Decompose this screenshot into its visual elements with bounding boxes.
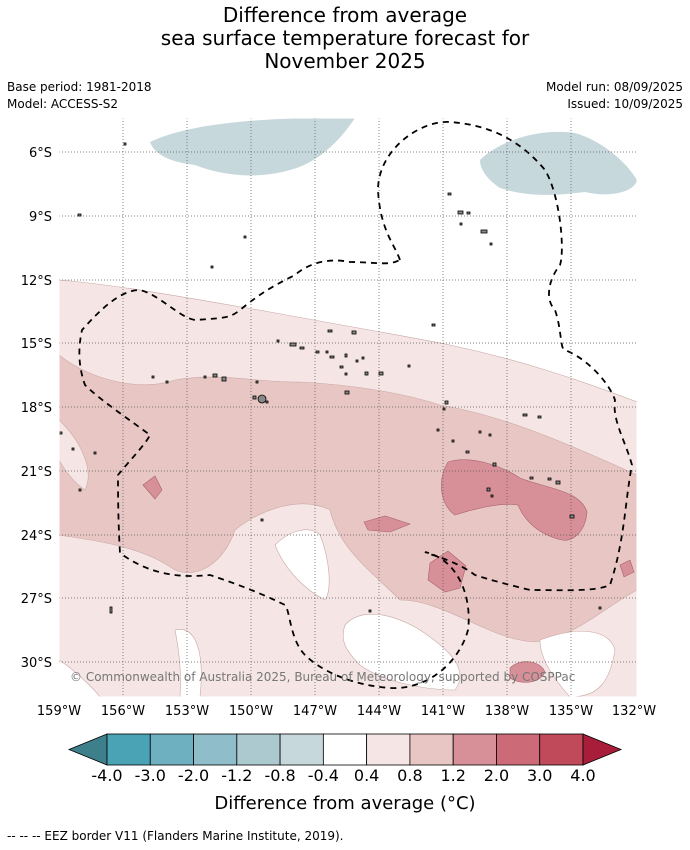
lon-label: 153°W [165,704,209,719]
colorbar-segment [149,733,194,766]
title-line-3: November 2025 [264,49,426,73]
meta-right: Model run: 08/09/2025 Issued: 10/09/2025 [546,79,683,113]
issued-date: Issued: 10/09/2025 [567,97,683,111]
map-frame [58,117,638,698]
meta-left: Base period: 1981-2018 Model: ACCESS-S2 [7,79,152,113]
colorbar-tick-label: -4.0 [91,766,123,785]
colorbar-segment [236,733,281,766]
map-area [59,118,637,697]
anomaly-region-1.2-2.0-small-3 [427,550,467,593]
anomaly-region-neutral-5 [539,630,616,697]
copyright-notice: © Commonwealth of Australia 2025, Bureau… [70,670,575,684]
lat-label: 12°S [21,274,52,289]
colorbar-tick-label: -3.0 [134,766,166,785]
title-line-2: sea surface temperature forecast for [160,26,530,50]
colorbar-arrow-high [582,733,623,766]
lat-label: 6°S [29,146,52,161]
lat-label: 24°S [21,529,52,544]
anomaly-region-0.4-0.8-patch [59,419,89,491]
base-period: Base period: 1981-2018 [7,80,152,94]
model-run: Model run: 08/09/2025 [545,80,683,94]
anomaly-region-1.2-2.0-small-2 [363,515,411,533]
anomaly-region-neutral-3 [174,629,202,697]
lon-label: 150°W [229,704,273,719]
lon-label: 141°W [421,704,465,719]
lon-label: 135°W [549,704,593,719]
lat-label: 27°S [21,592,52,607]
anomaly-region-1.2-2.0-small-5 [619,559,635,578]
lat-label: 9°S [29,210,52,225]
anomaly-region-neutral-2 [342,613,461,691]
colorbar-tick-label: -1.2 [221,766,253,785]
lat-label: 15°S [21,337,52,352]
lat-label: 30°S [21,656,52,671]
colorbar-segment [539,733,584,766]
colorbar-segment [496,733,541,766]
chart-title: Difference from average sea surface temp… [0,4,690,73]
colorbar-tick-label: 1.2 [440,766,466,785]
colorbar-arrow-low [67,733,108,766]
colorbar-segment [409,733,454,766]
colorbar-segment [452,733,497,766]
colorbar-tick-label: -0.4 [307,766,339,785]
anomaly-region-1.2-2.0-small-1 [142,475,163,500]
anomaly-region-neutral-4 [59,659,101,697]
lon-label: 147°W [293,704,337,719]
eez-footnote: -- -- -- EEZ border V11 (Flanders Marine… [7,829,344,843]
lon-label: 159°W [37,704,81,719]
anomaly-region-cool-north-east [480,131,637,195]
colorbar-segment [366,733,411,766]
lat-label: 18°S [21,401,52,416]
eez-border [78,121,633,689]
colorbar-tick-label: 0.8 [397,766,423,785]
colorbar-tick-label: -0.8 [264,766,296,785]
anomaly-region-neutral-1 [274,529,330,601]
colorbar-tick-label: 0.4 [353,766,380,785]
longitude-labels: 159°W 156°W 153°W 150°W 147°W 144°W 141°… [37,704,656,719]
colorbar-segment [193,733,238,766]
colorbar-segment [279,733,324,766]
colorbar-tick-label: 3.0 [526,766,553,785]
colorbar-title: Difference from average (°C) [214,793,476,814]
colorbar-tick-label: 4.0 [570,766,596,785]
colorbar-segment [106,733,151,766]
colorbar-segment [322,733,368,766]
colorbar-tick-label: -2.0 [177,766,210,785]
lon-label: 144°W [357,704,401,719]
map-gridlines [59,118,637,697]
lon-label: 132°W [612,704,656,719]
latitude-labels: 6°S 9°S 12°S 15°S 18°S 21°S 24°S 27°S 30… [21,146,52,671]
lat-label: 21°S [21,465,52,480]
title-line-1: Difference from average [222,3,468,27]
anomaly-region-1.2-2.0-east [441,459,588,541]
lon-label: 156°W [101,704,145,719]
model-name: Model: ACCESS-S2 [7,97,119,111]
lon-label: 138°W [485,704,529,719]
anomaly-region-cool-north-west [150,118,355,176]
islands [59,142,602,614]
colorbar-tick-label: 2.0 [483,766,510,785]
colorbar [67,733,623,766]
